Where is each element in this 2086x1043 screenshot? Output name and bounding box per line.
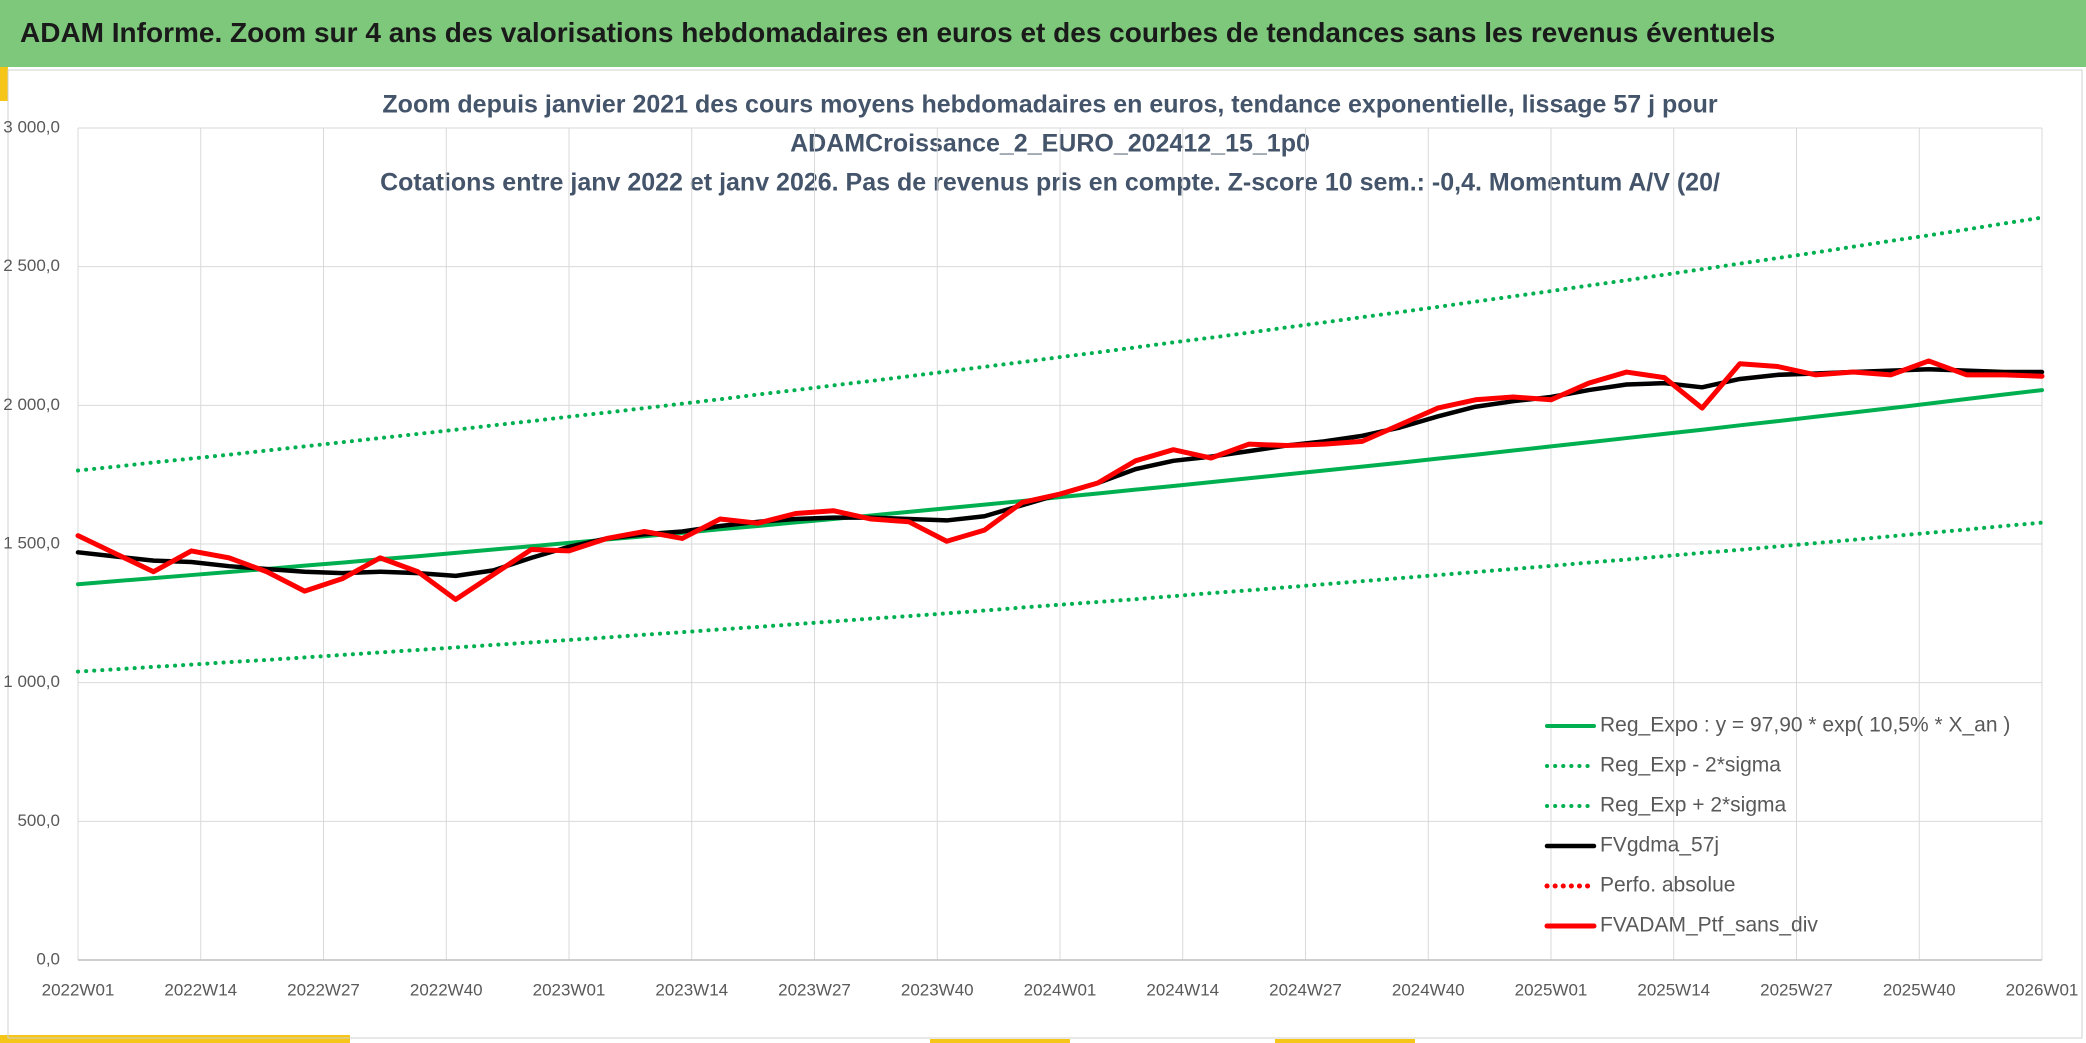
chart-title: ADAMCroissance_2_EURO_202412_15_1p0	[790, 130, 1310, 158]
x-tick-label: 2022W27	[287, 980, 360, 999]
x-tick-label: 2026W01	[2006, 980, 2079, 999]
x-tick-label: 2023W27	[778, 980, 851, 999]
x-tick-label: 2022W14	[164, 980, 237, 999]
legend-label: FVADAM_Ptf_sans_div	[1600, 914, 1818, 937]
x-tick-label: 2022W01	[42, 980, 115, 999]
x-tick-label: 2025W40	[1883, 980, 1956, 999]
header-title: ADAM Informe. Zoom sur 4 ans des valoris…	[20, 17, 1776, 48]
series-line	[75, 358, 2045, 602]
chart-title: Cotations entre janv 2022 et janv 2026. …	[380, 169, 1720, 197]
x-tick-label: 2022W40	[410, 980, 483, 999]
x-tick-label: 2025W14	[1637, 980, 1710, 999]
chart-title: Zoom depuis janvier 2021 des cours moyen…	[382, 91, 1717, 119]
x-tick-label: 2023W01	[533, 980, 606, 999]
legend-label: Reg_Exp + 2*sigma	[1600, 794, 1787, 817]
series-line	[76, 388, 2044, 587]
x-tick-label: 2023W40	[901, 980, 974, 999]
x-tick-label: 2024W27	[1269, 980, 1342, 999]
accent	[1275, 1039, 1415, 1043]
accent	[0, 67, 8, 101]
accent	[930, 1039, 1070, 1043]
x-tick-label: 2025W27	[1760, 980, 1833, 999]
legend-label: Perfo. absolue	[1600, 874, 1735, 897]
y-tick-label: 500,0	[17, 811, 60, 830]
accent	[0, 1035, 350, 1043]
header: ADAM Informe. Zoom sur 4 ans des valoris…	[0, 0, 2086, 67]
x-tick-label: 2025W01	[1515, 980, 1588, 999]
y-tick-label: 0,0	[36, 949, 60, 968]
x-tick-label: 2023W14	[655, 980, 728, 999]
y-tick-label: 2 500,0	[3, 256, 60, 275]
x-tick-label: 2024W40	[1392, 980, 1465, 999]
legend-label: Reg_Exp - 2*sigma	[1600, 754, 1781, 777]
y-tick-label: 1 000,0	[3, 672, 60, 691]
chart-border	[7, 69, 2083, 1039]
y-tick-label: 1 500,0	[3, 533, 60, 552]
y-tick-label: 3 000,0	[3, 117, 60, 136]
x-tick-label: 2024W01	[1024, 980, 1097, 999]
series-line	[76, 215, 2044, 473]
x-tick-label: 2024W14	[1146, 980, 1219, 999]
y-tick-label: 2 000,0	[3, 395, 60, 414]
legend-label: Reg_Expo : y = 97,90 * exp( 10,5% * X_an…	[1600, 714, 2010, 737]
legend-label: FVgdma_57j	[1600, 834, 1719, 857]
